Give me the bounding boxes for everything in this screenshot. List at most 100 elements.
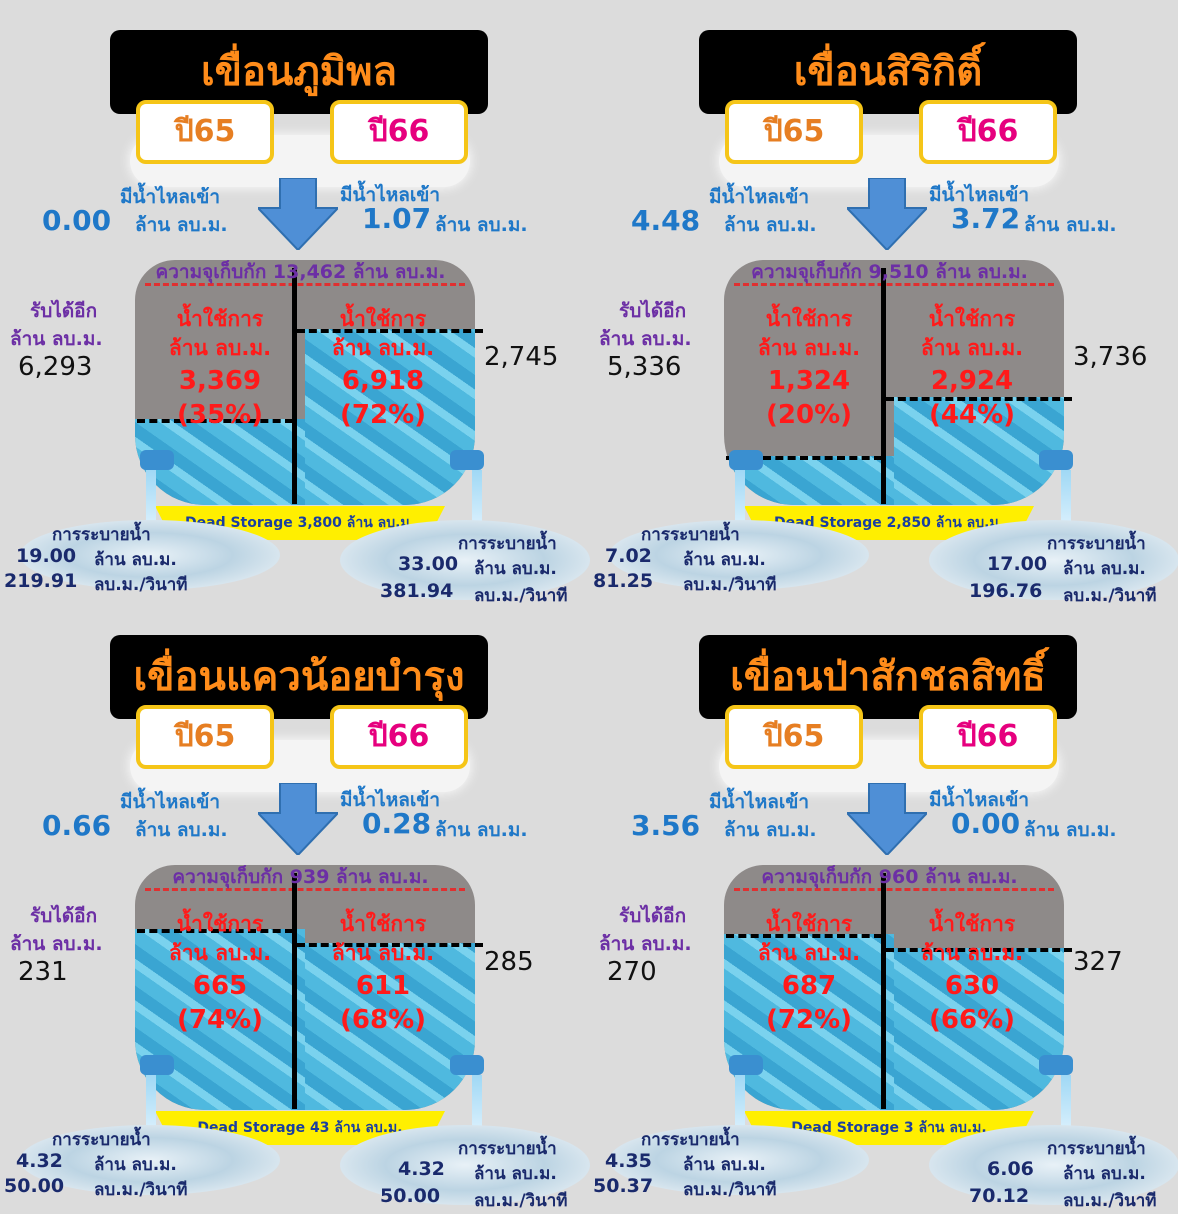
usable-label-a: น้ำใช้การ [765, 307, 853, 331]
release-mcm-unit-b: ล้าน ลบ.ม. [474, 559, 557, 579]
faucet-icon [450, 1055, 484, 1075]
level-line-a [137, 929, 293, 933]
usable-unit-b: ล้าน ลบ.ม. [331, 941, 435, 965]
faucet-icon [729, 450, 763, 470]
usable-value-a: 687 [781, 971, 837, 1001]
inflow-unit-b: ล้าน ลบ.ม. [435, 214, 528, 236]
receive-value-b: 285 [484, 947, 534, 977]
faucet-icon [1039, 450, 1073, 470]
dam-title: เขื่อนสิริกิติ์ [699, 30, 1077, 114]
receive-value-a: 231 [18, 957, 68, 987]
usable-unit-a: ล้าน ลบ.ม. [168, 941, 272, 965]
release-mcm-unit-a: ล้าน ลบ.ม. [683, 1155, 766, 1175]
inflow-unit-a: ล้าน ลบ.ม. [724, 819, 817, 841]
capacity-text: ความจุเก็บกัก 960 ล้าน ลบ.ม. [761, 866, 1018, 888]
water-level-b [894, 397, 1064, 505]
level-line-a [726, 456, 882, 460]
release-cms-unit-a: ลบ.ม./วินาที [94, 575, 188, 595]
inflow-value-b: 3.72 [951, 202, 1021, 235]
release-cms-b: 381.94 [380, 580, 454, 602]
inflow-value-b: 0.00 [951, 807, 1021, 840]
release-cms-unit-a: ลบ.ม./วินาที [94, 1180, 188, 1200]
usable-unit-a: ล้าน ลบ.ม. [168, 336, 272, 360]
usable-pct-b: (68%) [340, 1005, 426, 1035]
usable-value-a: 3,369 [178, 366, 262, 396]
water-stream [146, 1075, 156, 1145]
inflow-label-a: มีน้ำไหลเข้า [120, 186, 221, 208]
water-puddle [20, 520, 280, 590]
dam-panel: เขื่อนป่าสักชลสิทธิ์ ปี65 ปี66 มีน้ำไหลเ… [589, 605, 1178, 1211]
release-cms-a: 50.37 [593, 1175, 654, 1197]
usable-unit-a: ล้าน ลบ.ม. [757, 336, 861, 360]
inflow-value-b: 0.28 [362, 807, 432, 840]
usable-label-a: น้ำใช้การ [765, 912, 853, 936]
water-stream [735, 1075, 745, 1145]
release-label-a: การระบายน้ำ [52, 1130, 151, 1150]
inflow-value-a: 0.00 [42, 204, 112, 237]
water-stream [1061, 470, 1071, 540]
inflow-value-a: 4.48 [631, 204, 701, 237]
water-level-b [305, 943, 475, 1110]
inflow-unit-b: ล้าน ลบ.ม. [1024, 214, 1117, 236]
usable-pct-b: (72%) [340, 400, 426, 430]
release-mcm-b: 4.32 [398, 1158, 445, 1180]
year-badge-a: ปี65 [136, 100, 274, 164]
dam-panel: เขื่อนสิริกิติ์ ปี65 ปี66 มีน้ำไหลเข้า ล… [589, 0, 1178, 606]
faucet-icon [140, 450, 174, 470]
dam-panel: เขื่อนภูมิพล ปี65 ปี66 มีน้ำไหลเข้า ล้าน… [0, 0, 590, 606]
level-line-b [297, 329, 483, 333]
faucet-icon [729, 1055, 763, 1075]
release-cms-unit-a: ลบ.ม./วินาที [683, 575, 777, 595]
usable-value-b: 2,924 [930, 366, 1014, 396]
receive-value-b: 327 [1073, 947, 1123, 977]
release-mcm-a: 4.32 [16, 1150, 63, 1172]
usable-pct-a: (74%) [177, 1005, 263, 1035]
release-mcm-unit-a: ล้าน ลบ.ม. [683, 550, 766, 570]
down-arrow-icon [847, 783, 927, 855]
release-cms-unit-a: ลบ.ม./วินาที [683, 1180, 777, 1200]
release-label-a: การระบายน้ำ [641, 1130, 740, 1150]
water-puddle [340, 520, 590, 600]
release-mcm-b: 6.06 [987, 1158, 1034, 1180]
receive-value-a: 6,293 [18, 352, 93, 382]
usable-unit-a: ล้าน ลบ.ม. [757, 941, 861, 965]
release-label-a: การระบายน้ำ [52, 525, 151, 545]
capacity-line [734, 283, 1054, 286]
receive-label-a: รับได้อีก [619, 300, 687, 322]
usable-pct-a: (35%) [177, 400, 263, 430]
level-line-a [726, 934, 882, 938]
usable-unit-b: ล้าน ลบ.ม. [331, 336, 435, 360]
release-cms-a: 81.25 [593, 570, 654, 592]
usable-unit-b: ล้าน ลบ.ม. [920, 941, 1024, 965]
release-cms-unit-b: ลบ.ม./วินาที [1063, 1191, 1157, 1211]
release-cms-unit-b: ลบ.ม./วินาที [474, 586, 568, 606]
release-label-b: การระบายน้ำ [1047, 1139, 1146, 1159]
water-level-a [724, 934, 894, 1110]
level-line-b [297, 943, 483, 947]
receive-unit-a: ล้าน ลบ.ม. [10, 933, 103, 955]
receive-label-a: รับได้อีก [30, 905, 98, 927]
usable-label-b: น้ำใช้การ [928, 912, 1016, 936]
receive-label-a: รับได้อีก [619, 905, 687, 927]
water-puddle [929, 1125, 1178, 1205]
water-stream [472, 1075, 482, 1145]
dam-panel: เขื่อนแควน้อยบำรุงแดน ปี65 ปี66 มีน้ำไหล… [0, 605, 590, 1211]
water-level-b [894, 948, 1064, 1110]
receive-unit-a: ล้าน ลบ.ม. [599, 328, 692, 350]
release-label-a: การระบายน้ำ [641, 525, 740, 545]
receive-value-b: 3,736 [1073, 342, 1148, 372]
usable-label-b: น้ำใช้การ [339, 307, 427, 331]
water-puddle [20, 1125, 280, 1195]
reservoir-jar [724, 865, 1064, 1110]
release-cms-b: 196.76 [969, 580, 1043, 602]
usable-label-b: น้ำใช้การ [928, 307, 1016, 331]
inflow-label-a: มีน้ำไหลเข้า [709, 186, 810, 208]
usable-pct-a: (20%) [766, 400, 852, 430]
inflow-label-b: มีน้ำไหลเข้า [340, 184, 441, 206]
release-mcm-a: 19.00 [16, 545, 77, 567]
faucet-icon [140, 1055, 174, 1075]
usable-label-b: น้ำใช้การ [339, 912, 427, 936]
reservoir-jar [135, 865, 475, 1110]
release-label-b: การระบายน้ำ [1047, 534, 1146, 554]
inflow-label-b: มีน้ำไหลเข้า [929, 184, 1030, 206]
